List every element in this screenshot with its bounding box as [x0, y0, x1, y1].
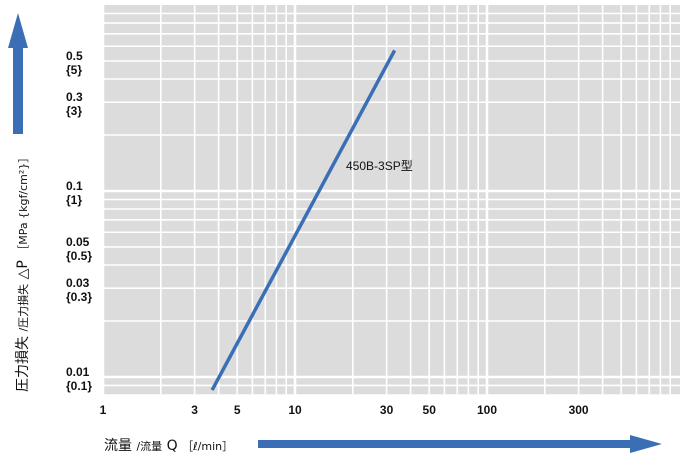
x-axis-title-unit: ［ℓ/min］	[182, 440, 233, 453]
x-tick-label: 10	[288, 403, 302, 417]
y-tick-label: 0.5	[66, 49, 83, 63]
y-tick-sublabel: {5}	[66, 63, 82, 77]
x-tick-label: 3	[191, 403, 198, 417]
y-tick-label: 0.03	[66, 276, 90, 290]
x-axis-title-symbol: Q	[167, 438, 178, 454]
y-tick-label: 0.05	[66, 235, 90, 249]
y-axis-title-symbol: △P	[15, 260, 31, 279]
x-axis-title: 流量 /流量 Q ［ℓ/min］	[104, 437, 233, 454]
y-tick-sublabel: {0.5}	[66, 249, 92, 263]
series-line-450b-3sp	[210, 49, 397, 391]
y-axis-title-main: 圧力損失	[15, 336, 31, 392]
x-tick-label: 50	[423, 403, 437, 417]
y-tick-sublabel: {1}	[66, 193, 82, 207]
y-tick-label: 0.1	[66, 179, 83, 193]
y-tick-sublabel: {3}	[66, 104, 82, 118]
y-axis-title-unit: ［MPa {kgf/cm²}］	[17, 152, 30, 256]
x-tick-label: 30	[380, 403, 394, 417]
y-tick-labels: 0.5{5} 0.3{3} 0.1{1} 0.05{0.5} 0.03{0.3} 0.01…	[66, 49, 92, 393]
series-label: 450B-3SP型	[346, 159, 413, 173]
x-axis-title-sub: /流量	[136, 439, 162, 453]
x-axis-arrow	[258, 435, 662, 453]
y-tick-sublabel: {0.3}	[66, 290, 92, 304]
y-tick-sublabel: {0.1}	[66, 379, 92, 393]
x-tick-label: 100	[477, 403, 497, 417]
x-tick-label: 300	[569, 403, 589, 417]
x-axis-title-main: 流量	[104, 438, 132, 454]
x-tick-label: 5	[234, 403, 241, 417]
x-tick-label: 1	[100, 403, 107, 417]
y-axis-arrow	[8, 13, 28, 134]
y-tick-label: 0.3	[66, 90, 83, 104]
y-axis-title: 圧力損失 /圧力損失 △P ［MPa {kgf/cm²}］	[14, 152, 31, 392]
grid-lines	[101, 5, 680, 396]
x-tick-labels: 1 3 5 10 30 50 100 300	[100, 403, 589, 417]
series-layer	[210, 49, 397, 391]
y-axis-title-sub: /圧力損失	[16, 284, 30, 332]
y-tick-label: 0.01	[66, 365, 90, 379]
